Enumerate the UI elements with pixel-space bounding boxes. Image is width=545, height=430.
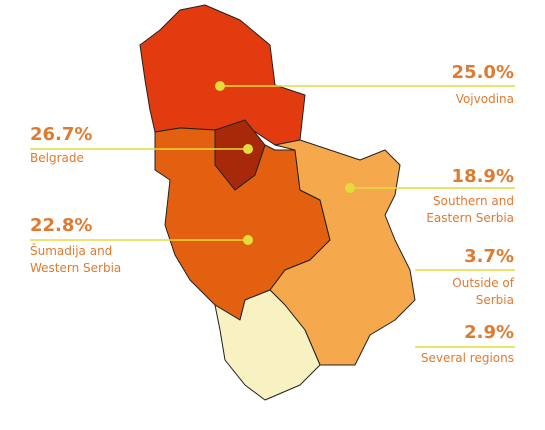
region-percent: 18.9% [451,166,514,187]
region-name: Several regions [420,351,514,365]
marker-dot [345,183,355,193]
region-percent: 22.8% [30,215,93,236]
region-area [214,119,266,191]
marker-dot [243,144,253,154]
region-name: Outside of Serbia [452,276,514,307]
region-percent: 26.7% [30,124,93,145]
region-name: Belgrade [30,151,84,165]
region-percent: 2.9% [464,322,514,343]
region-percent: 3.7% [464,246,514,267]
region-area [269,139,416,366]
region-name: Vojvodina [455,92,514,106]
region-percent: 25.0% [451,62,514,83]
region-name: Šumadija and Western Serbia [30,244,122,275]
region-name: Southern and Eastern Serbia [426,194,514,225]
marker-dot [243,235,253,245]
marker-dot [215,81,225,91]
region-area [139,4,306,146]
kosovo-area [214,289,321,401]
